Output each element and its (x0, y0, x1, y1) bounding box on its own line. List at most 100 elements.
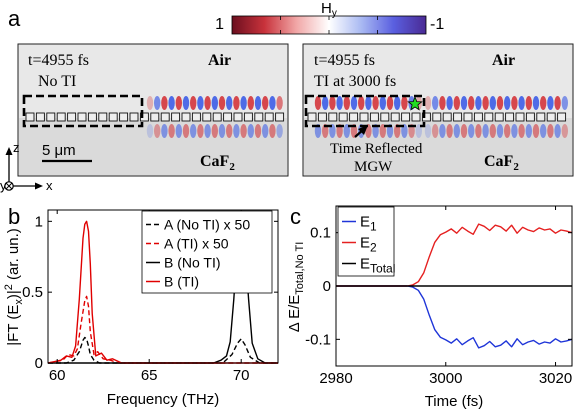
waveguide-block (56, 112, 66, 122)
waveguide-block (264, 112, 274, 122)
sim-right-air-label: Air (492, 52, 515, 69)
series-line-1 (336, 223, 573, 287)
field-lobe (226, 96, 233, 110)
field-lobe (329, 124, 336, 138)
waveguide-block (442, 112, 452, 122)
legend-label: E1 (360, 214, 377, 234)
waveguide-block (46, 112, 56, 122)
legend-label: A (TI) x 50 (164, 236, 229, 252)
field-lobe (439, 124, 446, 138)
waveguide-block (349, 112, 359, 122)
field-lobe (482, 124, 489, 138)
annotation-line-2: MGW (354, 159, 393, 175)
field-lobe (269, 124, 276, 138)
field-lobe (247, 96, 254, 110)
waveguide-block (369, 112, 379, 122)
field-lobe (175, 96, 182, 110)
waveguide-block (243, 112, 253, 122)
field-lobe (532, 96, 540, 110)
field-lobe (547, 124, 554, 138)
colorbar-max-label: 1 (215, 16, 224, 33)
field-lobe (540, 96, 547, 110)
field-lobe (532, 124, 540, 138)
waveguide-block (525, 112, 535, 122)
field-lobe (190, 96, 197, 110)
panel-b: b 60 65 70 0 0.5 1 A (No TI) x 50 A (TI) x 50 B … (3, 204, 279, 408)
waveguide-block (453, 112, 463, 122)
field-lobe (489, 124, 496, 138)
field-lobe (204, 96, 211, 110)
y-tick-label: 0 (35, 355, 43, 372)
legend-box (337, 206, 395, 277)
waveguide-block (401, 112, 411, 122)
field-lobe (518, 124, 525, 138)
waveguide-block (380, 112, 390, 122)
field-lobe (475, 96, 482, 110)
field-lobe (204, 124, 211, 138)
field-lobe (197, 124, 204, 138)
field-lobe (504, 96, 511, 110)
field-lobe (329, 96, 336, 110)
waveguide-block (160, 112, 170, 122)
legend-label: B (TI) (164, 274, 199, 290)
field-lobe (240, 96, 247, 110)
waveguide-block (359, 112, 369, 122)
panel-a: a 1 -1 Hy t=4955 fs No TI Air CaF2 (0, 0, 574, 193)
field-lobe (475, 124, 482, 138)
waveguide-block (505, 112, 515, 122)
waveguide-block (307, 112, 317, 122)
field-lobe (554, 124, 561, 138)
sim-right: t=4955 fs TI at 3000 fs Air CaF2 Time Re… (302, 43, 574, 177)
legend-box (141, 210, 273, 294)
field-lobe (168, 96, 175, 110)
field-lobe (343, 124, 350, 138)
waveguide-block (202, 112, 212, 122)
field-lobe (218, 124, 226, 138)
field-lobe (511, 96, 518, 110)
series-line-3 (47, 220, 278, 364)
waveguide-block (536, 112, 546, 122)
waveguide-block (77, 112, 87, 122)
field-lobe (525, 124, 532, 138)
waveguide-block (233, 112, 243, 122)
field-lobe (394, 124, 401, 138)
field-lobe (175, 124, 182, 138)
panel-a-label: a (8, 6, 21, 31)
field-lobe (218, 96, 226, 110)
field-lobe (269, 96, 276, 110)
field-lobe (504, 124, 511, 138)
field-lobe (211, 96, 218, 110)
field-lobe (146, 124, 154, 138)
legend-label: A (No TI) x 50 (164, 217, 250, 233)
field-lobe (460, 96, 468, 110)
field-lobe (197, 96, 204, 110)
field-lobe (401, 124, 408, 138)
field-lobe (379, 96, 386, 110)
x-tick-label: 70 (233, 367, 250, 384)
sim-right-substrate-label: CaF2 (484, 153, 519, 173)
waveguide-block (119, 112, 129, 122)
waveguide-block (390, 112, 400, 122)
series-line-1 (47, 295, 278, 364)
field-lobe (547, 96, 554, 110)
waveguide-block (317, 112, 327, 122)
waveguide-block (473, 112, 483, 122)
field-lobe (314, 124, 322, 138)
x-tick-label: 65 (141, 367, 158, 384)
field-lobe (350, 124, 358, 138)
panel-b-label: b (8, 204, 20, 229)
field-lobe (161, 124, 168, 138)
field-lobe (482, 96, 489, 110)
field-lobe (394, 96, 401, 110)
field-lobe (336, 96, 343, 110)
waveguide-block (139, 112, 149, 122)
field-lobe (247, 124, 254, 138)
field-lobe (343, 96, 350, 110)
waveguide-block (338, 112, 348, 122)
field-lobe (161, 96, 168, 110)
field-lobe (561, 96, 568, 110)
sim-right-dashed-box (304, 94, 426, 128)
field-lobe (276, 124, 283, 138)
sim-right-time: t=4955 fs (314, 52, 375, 69)
